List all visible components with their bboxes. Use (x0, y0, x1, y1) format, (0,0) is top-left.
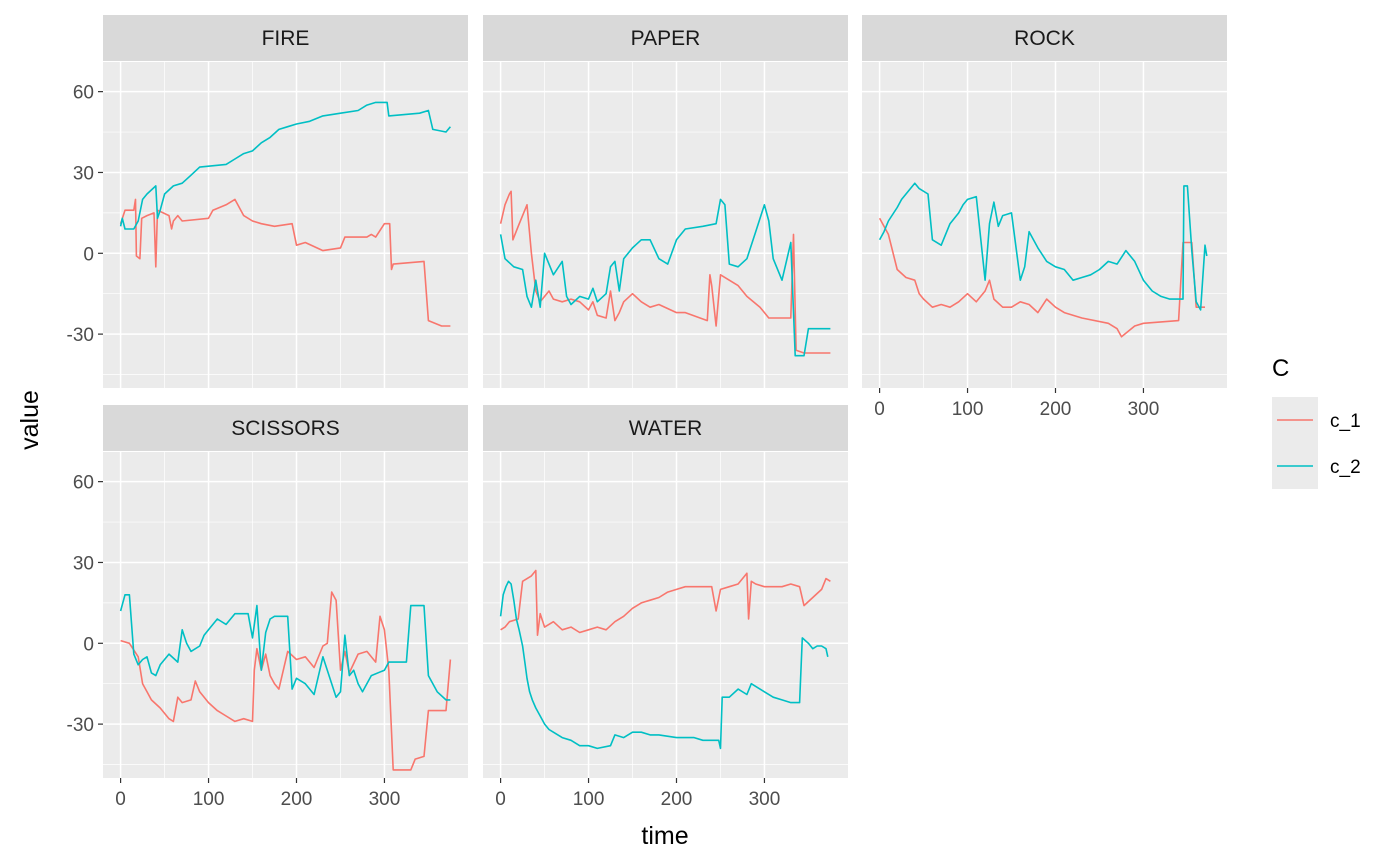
strip-paper (483, 15, 848, 61)
strip-label-scissors: SCISSORS (231, 417, 340, 440)
x-tick-label: 0 (874, 399, 885, 420)
x-tick-label: 100 (573, 789, 605, 810)
series-line-c_2 (499, 198, 831, 357)
panel-background (483, 62, 848, 388)
x-tick-label: 300 (1128, 399, 1160, 420)
series-line-c_2 (499, 580, 829, 750)
series-line-c_2 (119, 594, 451, 701)
x-tick-label: 200 (1040, 399, 1072, 420)
series-group (119, 591, 452, 771)
strip-scissors (103, 405, 468, 451)
x-axis-title: time (641, 822, 688, 850)
panel-fire: FIRE -30 0 30 60 (67, 15, 468, 388)
series-group (499, 190, 831, 357)
x-tick-label: 100 (952, 399, 984, 420)
series-group (119, 101, 452, 327)
x-tick-label: 300 (749, 789, 781, 810)
y-tick-label: 60 (73, 473, 94, 494)
panel-background (103, 452, 468, 778)
y-tick-label: 30 (73, 553, 94, 574)
strip-water (483, 405, 848, 451)
legend-label-c_1: c_1 (1330, 411, 1361, 432)
series-line-c_2 (119, 101, 452, 230)
x-tick-label: 300 (369, 789, 401, 810)
series-line-c_1 (119, 198, 451, 327)
series-group (499, 569, 831, 750)
x-tick-label: 200 (281, 789, 313, 810)
strip-label-rock: ROCK (1014, 27, 1075, 50)
x-tick-label: 0 (115, 789, 126, 810)
strip-fire (103, 15, 468, 61)
series-line-c_2 (878, 182, 1208, 311)
y-tick-label: 60 (73, 83, 94, 104)
y-tick-label: -30 (67, 325, 94, 346)
y-tick-label: 0 (83, 634, 94, 655)
panel-rock: ROCK 0 100 200 300 (862, 15, 1227, 420)
series-line-c_1 (878, 217, 1205, 338)
x-tick-label: 0 (495, 789, 506, 810)
panel-background (862, 62, 1227, 388)
y-tick-label: 0 (83, 244, 94, 265)
y-axis-title: value (16, 390, 44, 450)
strip-label-water: WATER (629, 417, 703, 440)
strip-label-paper: PAPER (631, 27, 701, 50)
series-line-c_1 (500, 569, 831, 636)
series-line-c_1 (499, 190, 831, 354)
x-tick-label: 100 (193, 789, 225, 810)
strip-rock (862, 15, 1227, 61)
panel-scissors: SCISSORS -30 0 30 60 0 100 200 300 (67, 405, 468, 810)
strip-label-fire: FIRE (262, 27, 310, 50)
legend: Cc_1 c_2 (1272, 355, 1361, 489)
series-line-c_1 (120, 591, 452, 771)
y-tick-label: -30 (67, 715, 94, 736)
legend-label-c_2: c_2 (1330, 457, 1361, 478)
y-tick-label: 30 (73, 163, 94, 184)
panel-water: WATER 0 100 200 300 (483, 405, 848, 810)
legend-title: C (1272, 355, 1289, 382)
series-group (878, 182, 1208, 338)
x-tick-label: 200 (661, 789, 693, 810)
panel-paper: PAPER (483, 15, 848, 388)
